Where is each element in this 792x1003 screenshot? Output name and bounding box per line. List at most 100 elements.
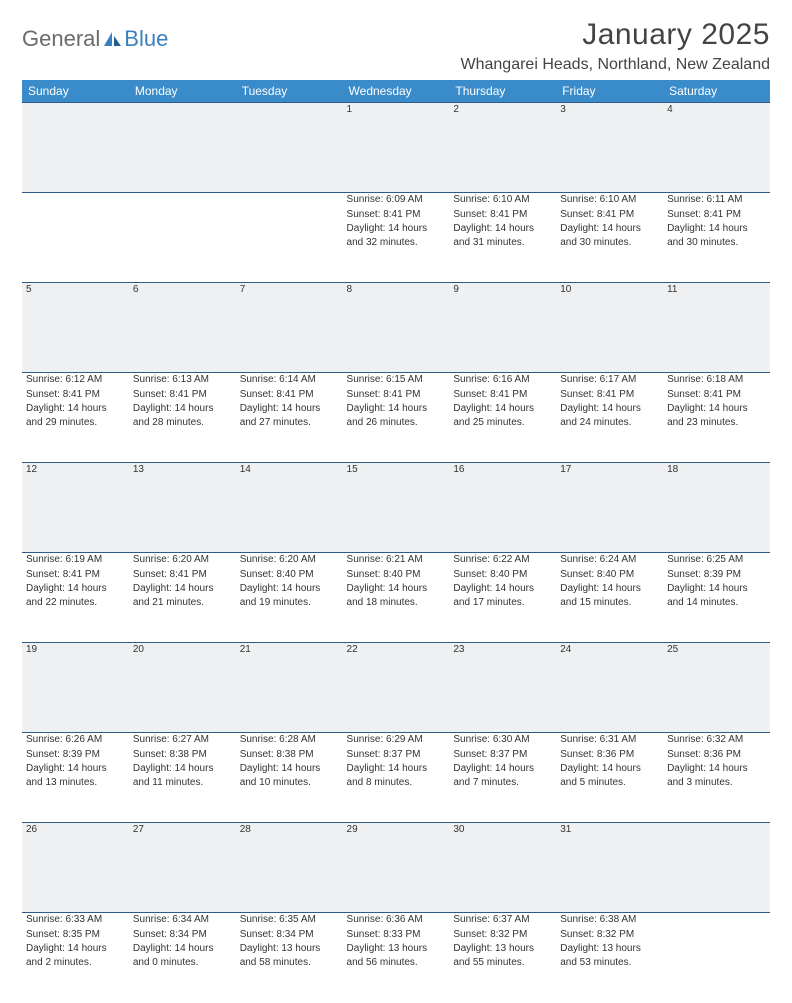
day-number: 26 [22,823,129,913]
daylight-text: Daylight: 14 hours and 29 minutes. [26,402,125,429]
sunrise-text: Sunrise: 6:22 AM [453,553,552,567]
sunset-text: Sunset: 8:33 PM [347,928,446,942]
daylight-text: Daylight: 14 hours and 2 minutes. [26,942,125,969]
sunset-text: Sunset: 8:36 PM [560,748,659,762]
location-subtitle: Whangarei Heads, Northland, New Zealand [461,56,771,74]
sunrise-text: Sunrise: 6:35 AM [240,913,339,927]
col-sunday: Sunday [22,80,129,103]
col-monday: Monday [129,80,236,103]
sunset-text: Sunset: 8:41 PM [453,388,552,402]
brand-part1: General [22,26,100,52]
sunset-text: Sunset: 8:41 PM [560,388,659,402]
content-row: Sunrise: 6:09 AMSunset: 8:41 PMDaylight:… [22,193,770,283]
sunrise-text: Sunrise: 6:11 AM [667,193,766,207]
sunrise-text: Sunrise: 6:29 AM [347,733,446,747]
day-number: 21 [236,643,343,733]
day-cell: Sunrise: 6:16 AMSunset: 8:41 PMDaylight:… [449,373,556,463]
col-friday: Friday [556,80,663,103]
sunrise-text: Sunrise: 6:36 AM [347,913,446,927]
sunrise-text: Sunrise: 6:15 AM [347,373,446,387]
sunrise-text: Sunrise: 6:12 AM [26,373,125,387]
daynum-row: 262728293031 [22,823,770,913]
daylight-text: Daylight: 14 hours and 17 minutes. [453,582,552,609]
day-cell: Sunrise: 6:11 AMSunset: 8:41 PMDaylight:… [663,193,770,283]
content-row: Sunrise: 6:26 AMSunset: 8:39 PMDaylight:… [22,733,770,823]
sunset-text: Sunset: 8:35 PM [26,928,125,942]
daylight-text: Daylight: 14 hours and 7 minutes. [453,762,552,789]
day-cell: Sunrise: 6:12 AMSunset: 8:41 PMDaylight:… [22,373,129,463]
day-number: 22 [343,643,450,733]
day-cell: Sunrise: 6:32 AMSunset: 8:36 PMDaylight:… [663,733,770,823]
sunset-text: Sunset: 8:39 PM [26,748,125,762]
day-cell [22,193,129,283]
day-cell: Sunrise: 6:33 AMSunset: 8:35 PMDaylight:… [22,913,129,1003]
daylight-text: Daylight: 14 hours and 30 minutes. [667,222,766,249]
sunset-text: Sunset: 8:39 PM [667,568,766,582]
day-number: 19 [22,643,129,733]
sunset-text: Sunset: 8:38 PM [240,748,339,762]
calendar-table: Sunday Monday Tuesday Wednesday Thursday… [22,80,770,1003]
day-number: 27 [129,823,236,913]
day-number: 4 [663,103,770,193]
sunset-text: Sunset: 8:34 PM [133,928,232,942]
sunrise-text: Sunrise: 6:17 AM [560,373,659,387]
day-number: 25 [663,643,770,733]
col-saturday: Saturday [663,80,770,103]
sunset-text: Sunset: 8:41 PM [667,388,766,402]
sunset-text: Sunset: 8:41 PM [26,568,125,582]
sunset-text: Sunset: 8:40 PM [240,568,339,582]
daylight-text: Daylight: 14 hours and 15 minutes. [560,582,659,609]
day-cell: Sunrise: 6:18 AMSunset: 8:41 PMDaylight:… [663,373,770,463]
day-number: 2 [449,103,556,193]
day-cell: Sunrise: 6:31 AMSunset: 8:36 PMDaylight:… [556,733,663,823]
day-number [663,823,770,913]
sunset-text: Sunset: 8:38 PM [133,748,232,762]
daylight-text: Daylight: 14 hours and 21 minutes. [133,582,232,609]
day-number: 29 [343,823,450,913]
day-number: 18 [663,463,770,553]
day-number: 23 [449,643,556,733]
day-cell [663,913,770,1003]
brand-logo: General Blue [22,18,168,52]
col-thursday: Thursday [449,80,556,103]
sunrise-text: Sunrise: 6:16 AM [453,373,552,387]
day-cell: Sunrise: 6:29 AMSunset: 8:37 PMDaylight:… [343,733,450,823]
day-cell: Sunrise: 6:22 AMSunset: 8:40 PMDaylight:… [449,553,556,643]
day-cell: Sunrise: 6:15 AMSunset: 8:41 PMDaylight:… [343,373,450,463]
day-number: 17 [556,463,663,553]
sail-icon [102,30,124,48]
sunrise-text: Sunrise: 6:38 AM [560,913,659,927]
sunrise-text: Sunrise: 6:20 AM [240,553,339,567]
sunrise-text: Sunrise: 6:20 AM [133,553,232,567]
sunset-text: Sunset: 8:37 PM [453,748,552,762]
sunset-text: Sunset: 8:41 PM [347,208,446,222]
content-row: Sunrise: 6:33 AMSunset: 8:35 PMDaylight:… [22,913,770,1003]
daylight-text: Daylight: 14 hours and 32 minutes. [347,222,446,249]
sunrise-text: Sunrise: 6:32 AM [667,733,766,747]
sunset-text: Sunset: 8:36 PM [667,748,766,762]
daylight-text: Daylight: 14 hours and 0 minutes. [133,942,232,969]
day-number: 20 [129,643,236,733]
sunrise-text: Sunrise: 6:18 AM [667,373,766,387]
day-cell: Sunrise: 6:10 AMSunset: 8:41 PMDaylight:… [449,193,556,283]
day-number: 15 [343,463,450,553]
day-cell: Sunrise: 6:24 AMSunset: 8:40 PMDaylight:… [556,553,663,643]
daylight-text: Daylight: 14 hours and 5 minutes. [560,762,659,789]
sunrise-text: Sunrise: 6:33 AM [26,913,125,927]
day-cell: Sunrise: 6:38 AMSunset: 8:32 PMDaylight:… [556,913,663,1003]
daylight-text: Daylight: 14 hours and 23 minutes. [667,402,766,429]
day-number: 6 [129,283,236,373]
daylight-text: Daylight: 13 hours and 53 minutes. [560,942,659,969]
day-cell: Sunrise: 6:20 AMSunset: 8:40 PMDaylight:… [236,553,343,643]
sunrise-text: Sunrise: 6:27 AM [133,733,232,747]
daynum-row: 19202122232425 [22,643,770,733]
daylight-text: Daylight: 13 hours and 56 minutes. [347,942,446,969]
sunset-text: Sunset: 8:40 PM [453,568,552,582]
daylight-text: Daylight: 14 hours and 22 minutes. [26,582,125,609]
day-cell: Sunrise: 6:35 AMSunset: 8:34 PMDaylight:… [236,913,343,1003]
sunrise-text: Sunrise: 6:25 AM [667,553,766,567]
sunrise-text: Sunrise: 6:28 AM [240,733,339,747]
day-number: 31 [556,823,663,913]
daylight-text: Daylight: 14 hours and 14 minutes. [667,582,766,609]
daylight-text: Daylight: 14 hours and 25 minutes. [453,402,552,429]
